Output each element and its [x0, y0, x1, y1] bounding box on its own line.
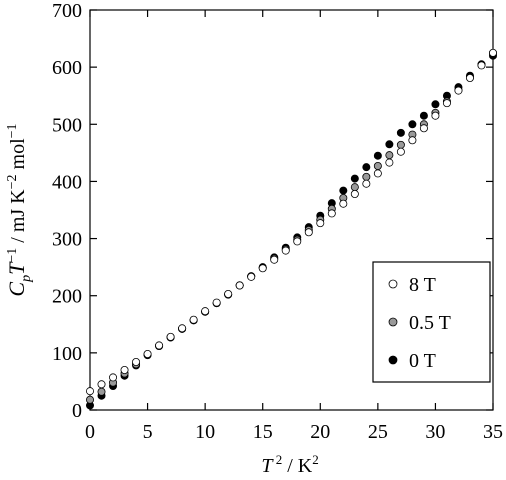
data-point	[155, 341, 164, 350]
data-point	[477, 61, 486, 70]
data-point	[362, 179, 371, 188]
y-label-part: T	[4, 261, 29, 275]
data-point	[235, 281, 244, 290]
x-tick-label: 25	[368, 421, 388, 443]
legend-marker	[388, 279, 398, 289]
data-point	[408, 136, 417, 145]
data-point	[385, 140, 394, 149]
data-point	[316, 219, 325, 228]
x-label-part: 2	[312, 452, 319, 467]
x-label-part: T	[261, 455, 274, 477]
data-point	[396, 140, 405, 149]
x-label-part: 2	[272, 452, 282, 467]
data-point	[454, 86, 463, 95]
data-point	[212, 298, 221, 307]
data-point	[465, 74, 474, 83]
data-point	[373, 161, 382, 170]
data-point	[201, 307, 210, 316]
data-point	[293, 237, 302, 246]
x-tick-label: 5	[143, 421, 153, 443]
y-tick-label: 400	[52, 171, 82, 193]
data-point	[120, 365, 129, 374]
y-tick-label: 600	[52, 57, 82, 79]
data-point	[109, 373, 118, 382]
data-point	[143, 349, 152, 358]
legend-label: 8 T	[409, 274, 436, 296]
data-point	[86, 387, 95, 396]
data-point	[132, 357, 141, 366]
data-point	[431, 100, 440, 109]
data-point	[396, 128, 405, 137]
data-point	[281, 246, 290, 255]
x-tick-label: 15	[253, 421, 273, 443]
y-label-part: p	[19, 275, 34, 283]
data-point	[97, 387, 106, 396]
data-point	[189, 315, 198, 324]
x-tick-label: 10	[195, 421, 215, 443]
data-point	[350, 174, 359, 183]
y-tick-label: 200	[52, 286, 82, 308]
data-point	[97, 380, 106, 389]
data-point	[419, 124, 428, 133]
legend-label: 0 T	[409, 350, 436, 372]
x-tick-label: 30	[425, 421, 445, 443]
data-point	[166, 332, 175, 341]
x-tick-label: 35	[483, 421, 503, 443]
data-point	[488, 48, 497, 57]
data-point	[350, 189, 359, 198]
y-tick-label: 0	[72, 400, 82, 422]
y-label-part: / mJ K	[7, 189, 29, 248]
plot-frame	[89, 9, 494, 411]
data-point	[385, 158, 394, 167]
data-point	[327, 209, 336, 218]
x-tick-label: 20	[310, 421, 330, 443]
data-point	[270, 255, 279, 264]
data-point	[396, 147, 405, 156]
y-label-part: −1	[5, 123, 20, 138]
y-label-part: C	[4, 282, 29, 297]
y-tick-label: 100	[52, 343, 82, 365]
data-point	[304, 228, 313, 237]
data-point	[258, 264, 267, 273]
y-tick-label: 500	[52, 114, 82, 136]
data-point	[442, 99, 451, 108]
data-point	[419, 111, 428, 120]
legend-label: 0.5 T	[409, 312, 451, 334]
data-point	[373, 169, 382, 178]
y-tick-label: 700	[52, 0, 82, 22]
y-label-part: −2	[5, 174, 20, 189]
y-label-part: −1	[5, 248, 20, 263]
data-point	[247, 272, 256, 281]
data-point	[362, 172, 371, 181]
legend-marker	[388, 355, 398, 365]
y-label-part: mol	[7, 138, 29, 175]
data-point	[362, 163, 371, 172]
data-point	[373, 151, 382, 160]
y-axis-label: CpT−1 / mJ K−2 mol−1	[4, 123, 34, 296]
data-point	[224, 289, 233, 298]
legend-marker	[388, 317, 398, 327]
y-tick-label: 300	[52, 229, 82, 251]
data-point	[86, 395, 95, 404]
x-axis-label: T 2 / K2	[261, 452, 318, 477]
data-point	[350, 183, 359, 192]
data-point	[408, 120, 417, 129]
x-label-part: / K	[282, 455, 313, 477]
data-point	[431, 111, 440, 120]
data-point	[339, 186, 348, 195]
data-point	[178, 324, 187, 333]
x-tick-label: 0	[85, 421, 95, 443]
data-point	[385, 151, 394, 160]
data-point	[339, 199, 348, 208]
